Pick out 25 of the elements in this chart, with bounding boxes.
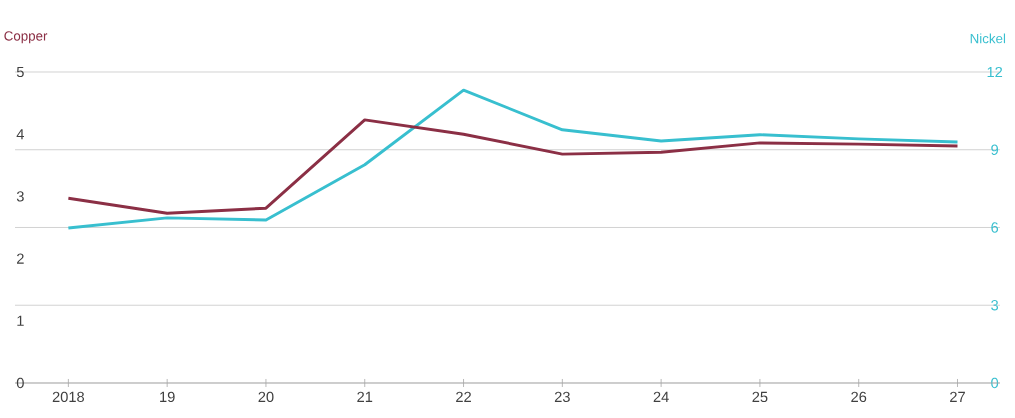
y2-tick-label: 12	[987, 66, 1003, 78]
x-tick-label: 22	[456, 391, 471, 402]
y2-axis-title: Nickel	[970, 33, 1006, 44]
x-tick-label: 19	[160, 391, 175, 403]
x-tick-label: 25	[752, 391, 768, 403]
y-tick-label: 1	[17, 315, 24, 326]
y2-tick-label: 6	[991, 222, 999, 233]
x-tick-label: 24	[653, 391, 669, 402]
y-tick-label: 3	[16, 191, 24, 202]
y2-tick-label: 0	[991, 377, 999, 389]
x-tick-label: 27	[950, 391, 965, 402]
y2-tick-label: 3	[991, 300, 999, 311]
y2-tick-label: 9	[991, 144, 999, 155]
x-tick-label: 21	[357, 391, 373, 402]
x-tick-label: 20	[258, 391, 274, 403]
y-tick-label: 5	[16, 66, 24, 78]
y-tick-label: 4	[16, 129, 24, 140]
line-series	[66, 88, 959, 230]
y-tick-label: 2	[17, 253, 24, 264]
x-tick-label: 26	[851, 391, 867, 403]
y-axis-title: Copper	[4, 31, 48, 44]
x-tick-label: 2018	[52, 391, 85, 403]
line-series	[66, 118, 959, 215]
y-tick-label: 0	[16, 377, 24, 389]
x-tick-label: 23	[554, 391, 570, 403]
